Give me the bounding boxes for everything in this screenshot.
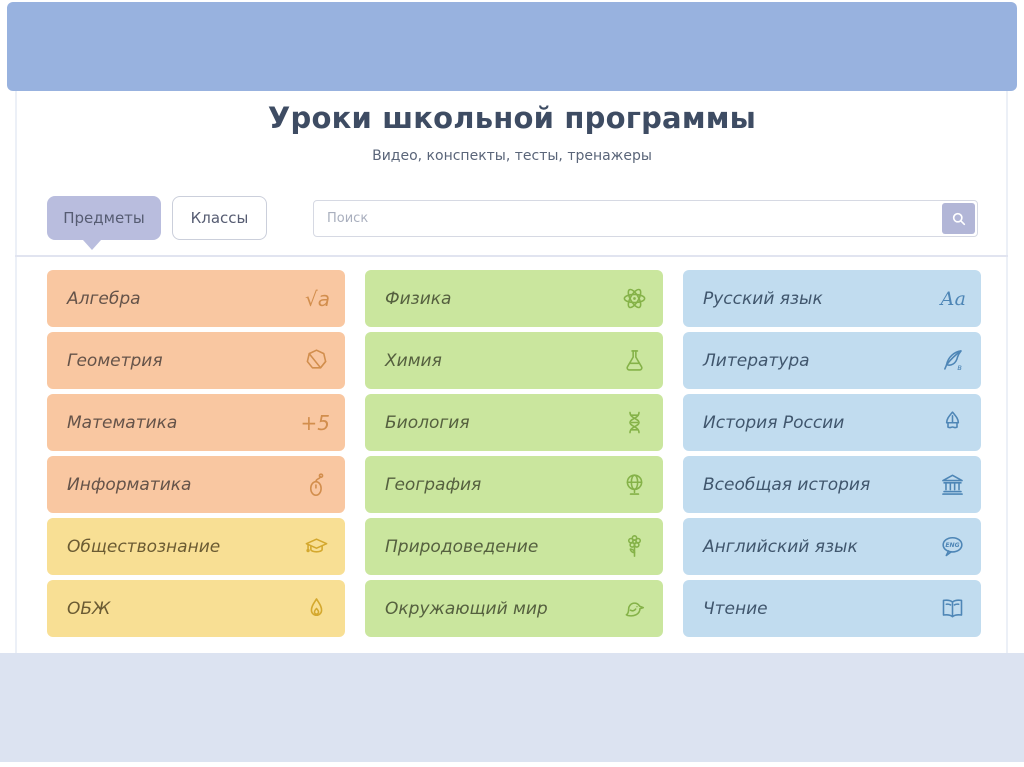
subject-label: Литература [703,350,810,371]
subject-label: Химия [385,350,442,371]
subject-tile-literature[interactable]: Литература в [683,332,981,389]
subject-label: Биология [385,412,470,433]
page-title: Уроки школьной программы [267,101,757,135]
subject-label: Обществознание [67,536,221,557]
subject-label: Всеобщая история [703,474,871,495]
footer-band [0,653,1024,762]
subject-label: Математика [67,412,178,433]
eng-bubble-icon: ENG [939,533,966,560]
magnifier-icon [950,210,968,228]
search-button[interactable] [942,203,975,234]
subject-tile-russian-history[interactable]: История России [683,394,981,451]
subject-tile-reading[interactable]: Чтение [683,580,981,637]
subject-label: Английский язык [703,536,858,557]
tab-subjects[interactable]: Предметы [47,196,161,250]
atom-icon [621,285,648,312]
svg-text:в: в [957,363,962,372]
computer-mouse-icon [303,471,330,498]
subject-label: Алгебра [67,288,141,309]
graduation-cap-icon [303,533,330,560]
subject-tile-life-safety[interactable]: ОБЖ [47,580,345,637]
globe-icon [621,471,648,498]
tab-classes[interactable]: Классы [172,196,267,240]
subject-tile-world-history[interactable]: Всеобщая история [683,456,981,513]
tab-divider [15,255,1008,257]
page-subtitle: Видео, конспекты, тесты, тренажеры [372,148,652,164]
search-bar [313,200,978,237]
sqrt-a-icon: √a [305,286,330,311]
temple-icon [939,471,966,498]
svg-text:ENG: ENG [945,542,959,549]
bird-icon [621,595,648,622]
page-left-edge [15,91,17,653]
subject-label: География [385,474,482,495]
search-input[interactable] [314,201,937,236]
header-band [7,2,1017,91]
plus-five-icon: +5 [300,410,330,435]
subject-tile-math[interactable]: Математика +5 [47,394,345,451]
subject-tile-social-studies[interactable]: Обществознание [47,518,345,575]
subject-tile-nature-studies[interactable]: Природоведение [365,518,663,575]
subject-tile-world-around[interactable]: Окружающий мир [365,580,663,637]
subject-tile-algebra[interactable]: Алгебра √a [47,270,345,327]
subject-label: Окружающий мир [385,598,548,619]
subject-tile-chemistry[interactable]: Химия [365,332,663,389]
subject-label: Информатика [67,474,192,495]
subject-tile-english[interactable]: Английский язык ENG [683,518,981,575]
subject-label: Природоведение [385,536,539,557]
quill-icon: в [939,347,966,374]
flower-icon [621,533,648,560]
flask-icon [621,347,648,374]
subject-tile-physics[interactable]: Физика [365,270,663,327]
aa-letters-icon: Аа [940,287,966,310]
helmet-dome-icon [939,409,966,436]
dna-icon [621,409,648,436]
subject-label: Чтение [703,598,768,619]
subject-tile-informatics[interactable]: Информатика [47,456,345,513]
subject-tile-geography[interactable]: География [365,456,663,513]
subject-label: Физика [385,288,452,309]
subject-tile-biology[interactable]: Биология [365,394,663,451]
subject-label: ОБЖ [67,598,111,619]
heptagon-icon [303,347,330,374]
tab-subjects-label: Предметы [63,209,145,227]
subject-tile-geometry[interactable]: Геометрия [47,332,345,389]
page-right-edge [1006,91,1008,653]
tab-classes-label: Классы [190,209,249,227]
open-book-icon [939,595,966,622]
subject-tile-russian[interactable]: Русский язык Аа [683,270,981,327]
flame-icon [303,595,330,622]
subject-label: История России [703,412,845,433]
subject-label: Геометрия [67,350,163,371]
subject-label: Русский язык [703,288,823,309]
subjects-grid: Алгебра √a Геометрия Математика +5 Инфор… [47,270,981,637]
